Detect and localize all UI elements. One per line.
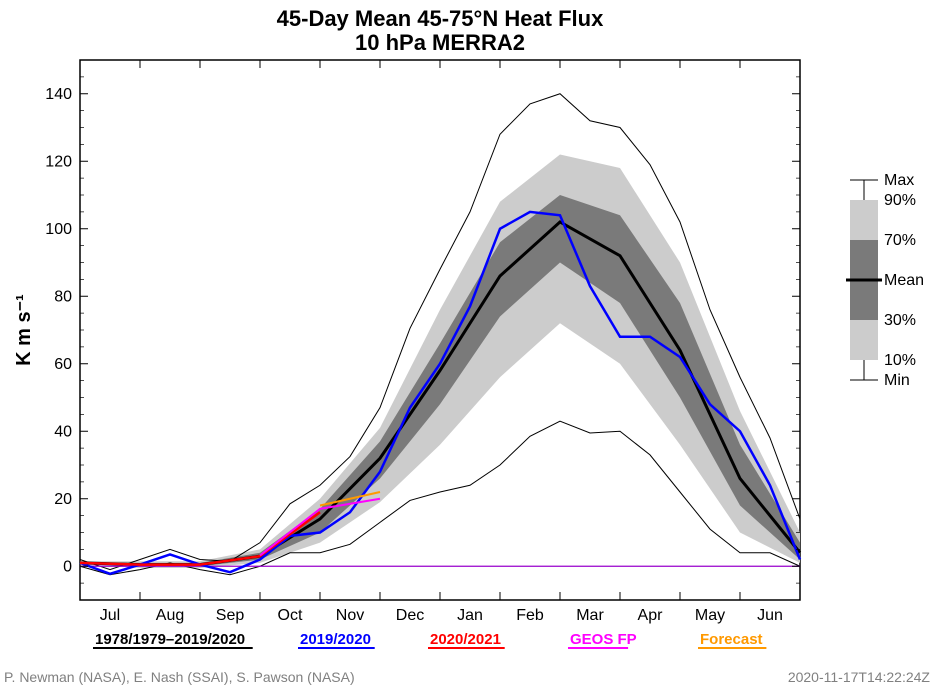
legend-90: 90%	[884, 192, 916, 209]
y-tick-label: 0	[63, 558, 72, 575]
legend-min: Min	[884, 372, 910, 389]
x-tick-label: May	[695, 607, 725, 624]
legend-10: 10%	[884, 352, 916, 369]
legend-max: Max	[884, 172, 914, 189]
series-legend-label: 2020/2021	[430, 631, 501, 648]
x-tick-label: Dec	[396, 607, 424, 624]
y-tick-label: 60	[54, 356, 72, 373]
y-tick-label: 100	[45, 221, 72, 238]
legend-mean: Mean	[884, 272, 924, 289]
y-tick-label: 80	[54, 288, 72, 305]
chart-title-line2: 10 hPa MERRA2	[355, 30, 525, 55]
series-legend-label: 1978/1979–2019/2020	[95, 631, 245, 648]
y-axis-label: K m s⁻¹	[13, 294, 35, 366]
series-2020-2021	[80, 512, 320, 564]
series-legend-label: Forecast	[700, 631, 763, 648]
footer-timestamp: 2020-11-17T14:22:24Z	[788, 669, 931, 685]
series-legend-label: 2019/2020	[300, 631, 371, 648]
footer-credits: P. Newman (NASA), E. Nash (SSAI), S. Paw…	[4, 669, 355, 685]
x-tick-label: Mar	[576, 607, 604, 624]
x-tick-label: Jun	[757, 607, 783, 624]
x-tick-label: Jan	[457, 607, 483, 624]
x-tick-label: Feb	[516, 607, 544, 624]
percentile-band	[80, 195, 800, 566]
x-tick-label: Sep	[216, 607, 245, 624]
legend-70: 70%	[884, 232, 916, 249]
x-tick-label: Oct	[278, 607, 303, 624]
y-tick-label: 20	[54, 491, 72, 508]
x-tick-label: Jul	[100, 607, 120, 624]
series-legend-label: GEOS FP	[570, 631, 637, 648]
y-tick-label: 120	[45, 153, 72, 170]
legend-30: 30%	[884, 312, 916, 329]
x-tick-label: Aug	[156, 607, 184, 624]
x-tick-label: Nov	[336, 607, 364, 624]
y-tick-label: 40	[54, 423, 72, 440]
chart-title-line1: 45-Day Mean 45-75°N Heat Flux	[277, 6, 604, 31]
y-tick-label: 140	[45, 86, 72, 103]
x-tick-label: Apr	[638, 607, 664, 624]
heat-flux-chart: 45-Day Mean 45-75°N Heat Flux10 hPa MERR…	[0, 0, 934, 686]
